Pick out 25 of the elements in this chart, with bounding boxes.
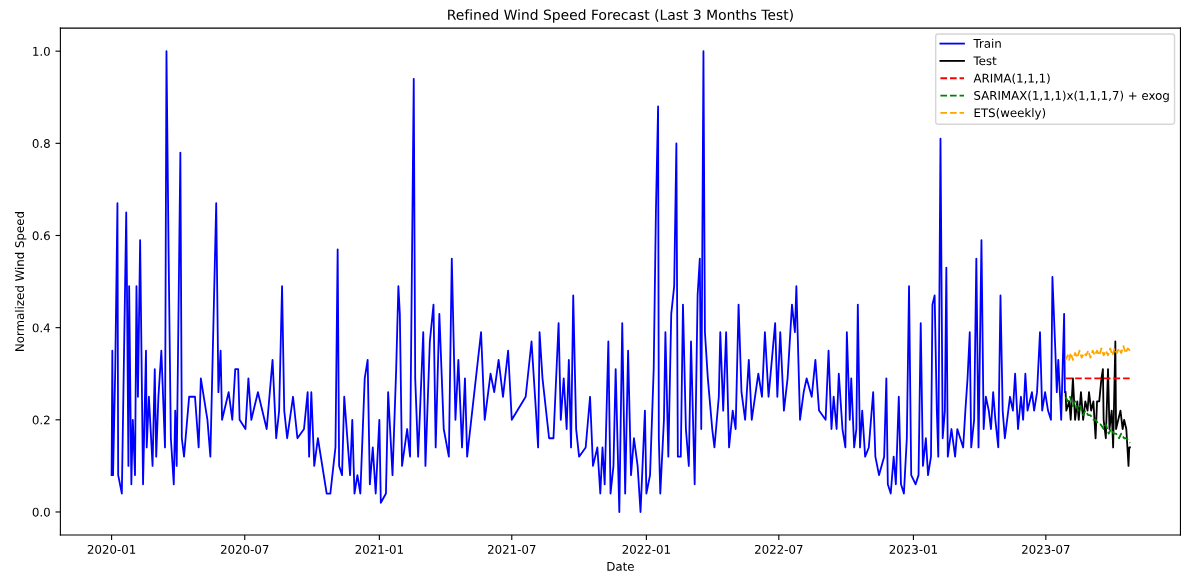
y-tick-label: 1.0 <box>33 46 50 56</box>
x-tick-label: 2020-07 <box>220 544 269 554</box>
line-series <box>1064 345 1131 361</box>
x-tick-label: 2022-01 <box>622 544 670 554</box>
x-tick-label: 2021-07 <box>487 544 536 554</box>
legend-label: ETS(weekly) <box>974 108 1046 120</box>
x-tick-label: 2023-01 <box>889 544 937 554</box>
x-axis-title: Date <box>607 562 634 571</box>
x-tick-label: 2023-07 <box>1022 544 1070 554</box>
y-tick-label: 0.2 <box>32 415 50 425</box>
y-tick-label: 0.8 <box>32 139 50 148</box>
legend-label: ARIMA(1,1,1) <box>973 73 1050 84</box>
line-series <box>1064 395 1131 444</box>
legend-label: SARIMAX(1,1,1)x(1,1,1,7) + exog <box>974 90 1169 103</box>
y-axis-title: Normalized Wind Speed <box>14 212 27 351</box>
x-tick-label: 2020-01 <box>87 544 136 554</box>
legend-label: Train <box>973 38 1001 48</box>
line-series <box>1064 340 1131 467</box>
x-tick-label: 2022-07 <box>755 544 803 554</box>
y-tick-label: 0.6 <box>32 231 50 241</box>
legend-label: Test <box>973 56 997 66</box>
y-tick-label: 0.0 <box>32 507 50 517</box>
chart-title: Refined Wind Speed Forecast (Last 3 Months Test) <box>448 9 793 23</box>
x-tick-label: 2021-01 <box>355 544 403 554</box>
y-tick-label: 0.4 <box>32 323 50 333</box>
